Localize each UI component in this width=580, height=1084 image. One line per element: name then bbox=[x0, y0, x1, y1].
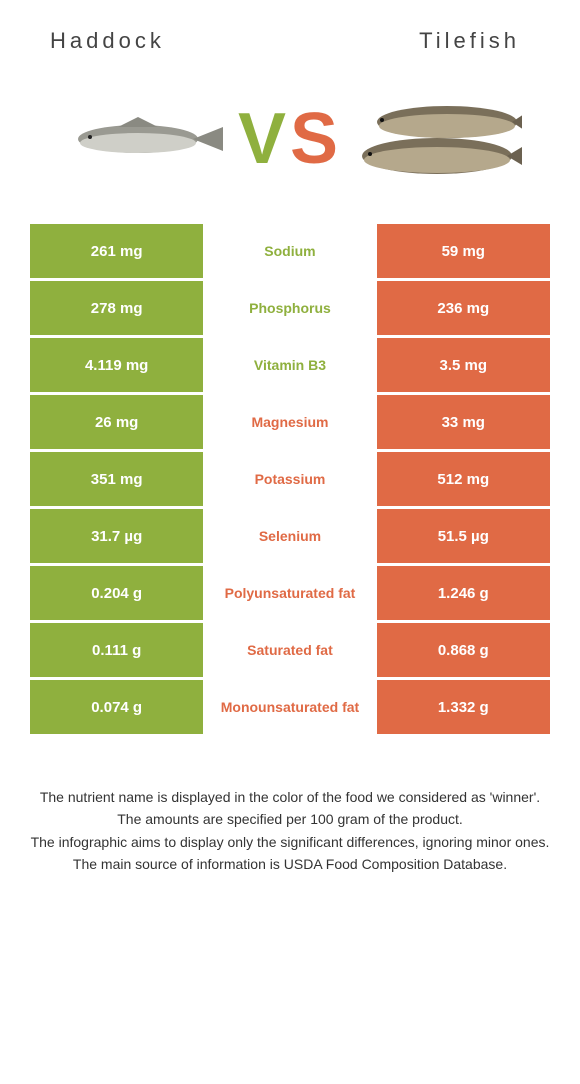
left-value: 0.111 g bbox=[30, 623, 203, 677]
right-value: 512 mg bbox=[377, 452, 550, 506]
right-value: 236 mg bbox=[377, 281, 550, 335]
table-row: 351 mgPotassium512 mg bbox=[30, 452, 550, 506]
left-value: 26 mg bbox=[30, 395, 203, 449]
left-food-name: Haddock bbox=[50, 28, 165, 54]
vs-label: VS bbox=[238, 98, 342, 180]
table-row: 261 mgSodium59 mg bbox=[30, 224, 550, 278]
right-value: 1.332 g bbox=[377, 680, 550, 734]
table-row: 0.204 gPolyunsaturated fat1.246 g bbox=[30, 566, 550, 620]
left-value: 0.204 g bbox=[30, 566, 203, 620]
footer-line: The infographic aims to display only the… bbox=[20, 832, 560, 852]
right-value: 51.5 µg bbox=[377, 509, 550, 563]
table-row: 0.074 gMonounsaturated fat1.332 g bbox=[30, 680, 550, 734]
fish-icon bbox=[352, 94, 522, 184]
nutrient-label: Phosphorus bbox=[203, 281, 376, 335]
right-food-name: Tilefish bbox=[419, 28, 520, 54]
right-value: 3.5 mg bbox=[377, 338, 550, 392]
left-value: 278 mg bbox=[30, 281, 203, 335]
haddock-image bbox=[58, 84, 228, 194]
tilefish-image bbox=[352, 84, 522, 194]
right-value: 1.246 g bbox=[377, 566, 550, 620]
nutrient-label: Polyunsaturated fat bbox=[203, 566, 376, 620]
left-value: 31.7 µg bbox=[30, 509, 203, 563]
nutrient-label: Saturated fat bbox=[203, 623, 376, 677]
footer-line: The amounts are specified per 100 gram o… bbox=[20, 809, 560, 829]
table-row: 4.119 mgVitamin B33.5 mg bbox=[30, 338, 550, 392]
right-value: 33 mg bbox=[377, 395, 550, 449]
right-value: 59 mg bbox=[377, 224, 550, 278]
left-value: 351 mg bbox=[30, 452, 203, 506]
header: Haddock Tilefish bbox=[0, 0, 580, 64]
nutrient-label: Potassium bbox=[203, 452, 376, 506]
footer-notes: The nutrient name is displayed in the co… bbox=[0, 737, 580, 874]
comparison-table: 261 mgSodium59 mg278 mgPhosphorus236 mg4… bbox=[0, 224, 580, 734]
right-value: 0.868 g bbox=[377, 623, 550, 677]
table-row: 26 mgMagnesium33 mg bbox=[30, 395, 550, 449]
footer-line: The nutrient name is displayed in the co… bbox=[20, 787, 560, 807]
table-row: 0.111 gSaturated fat0.868 g bbox=[30, 623, 550, 677]
vs-row: VS bbox=[0, 64, 580, 224]
left-value: 4.119 mg bbox=[30, 338, 203, 392]
nutrient-label: Monounsaturated fat bbox=[203, 680, 376, 734]
nutrient-label: Sodium bbox=[203, 224, 376, 278]
nutrient-label: Magnesium bbox=[203, 395, 376, 449]
nutrient-label: Vitamin B3 bbox=[203, 338, 376, 392]
table-row: 278 mgPhosphorus236 mg bbox=[30, 281, 550, 335]
table-row: 31.7 µgSelenium51.5 µg bbox=[30, 509, 550, 563]
nutrient-label: Selenium bbox=[203, 509, 376, 563]
fish-icon bbox=[58, 109, 228, 169]
footer-line: The main source of information is USDA F… bbox=[20, 854, 560, 874]
left-value: 261 mg bbox=[30, 224, 203, 278]
left-value: 0.074 g bbox=[30, 680, 203, 734]
